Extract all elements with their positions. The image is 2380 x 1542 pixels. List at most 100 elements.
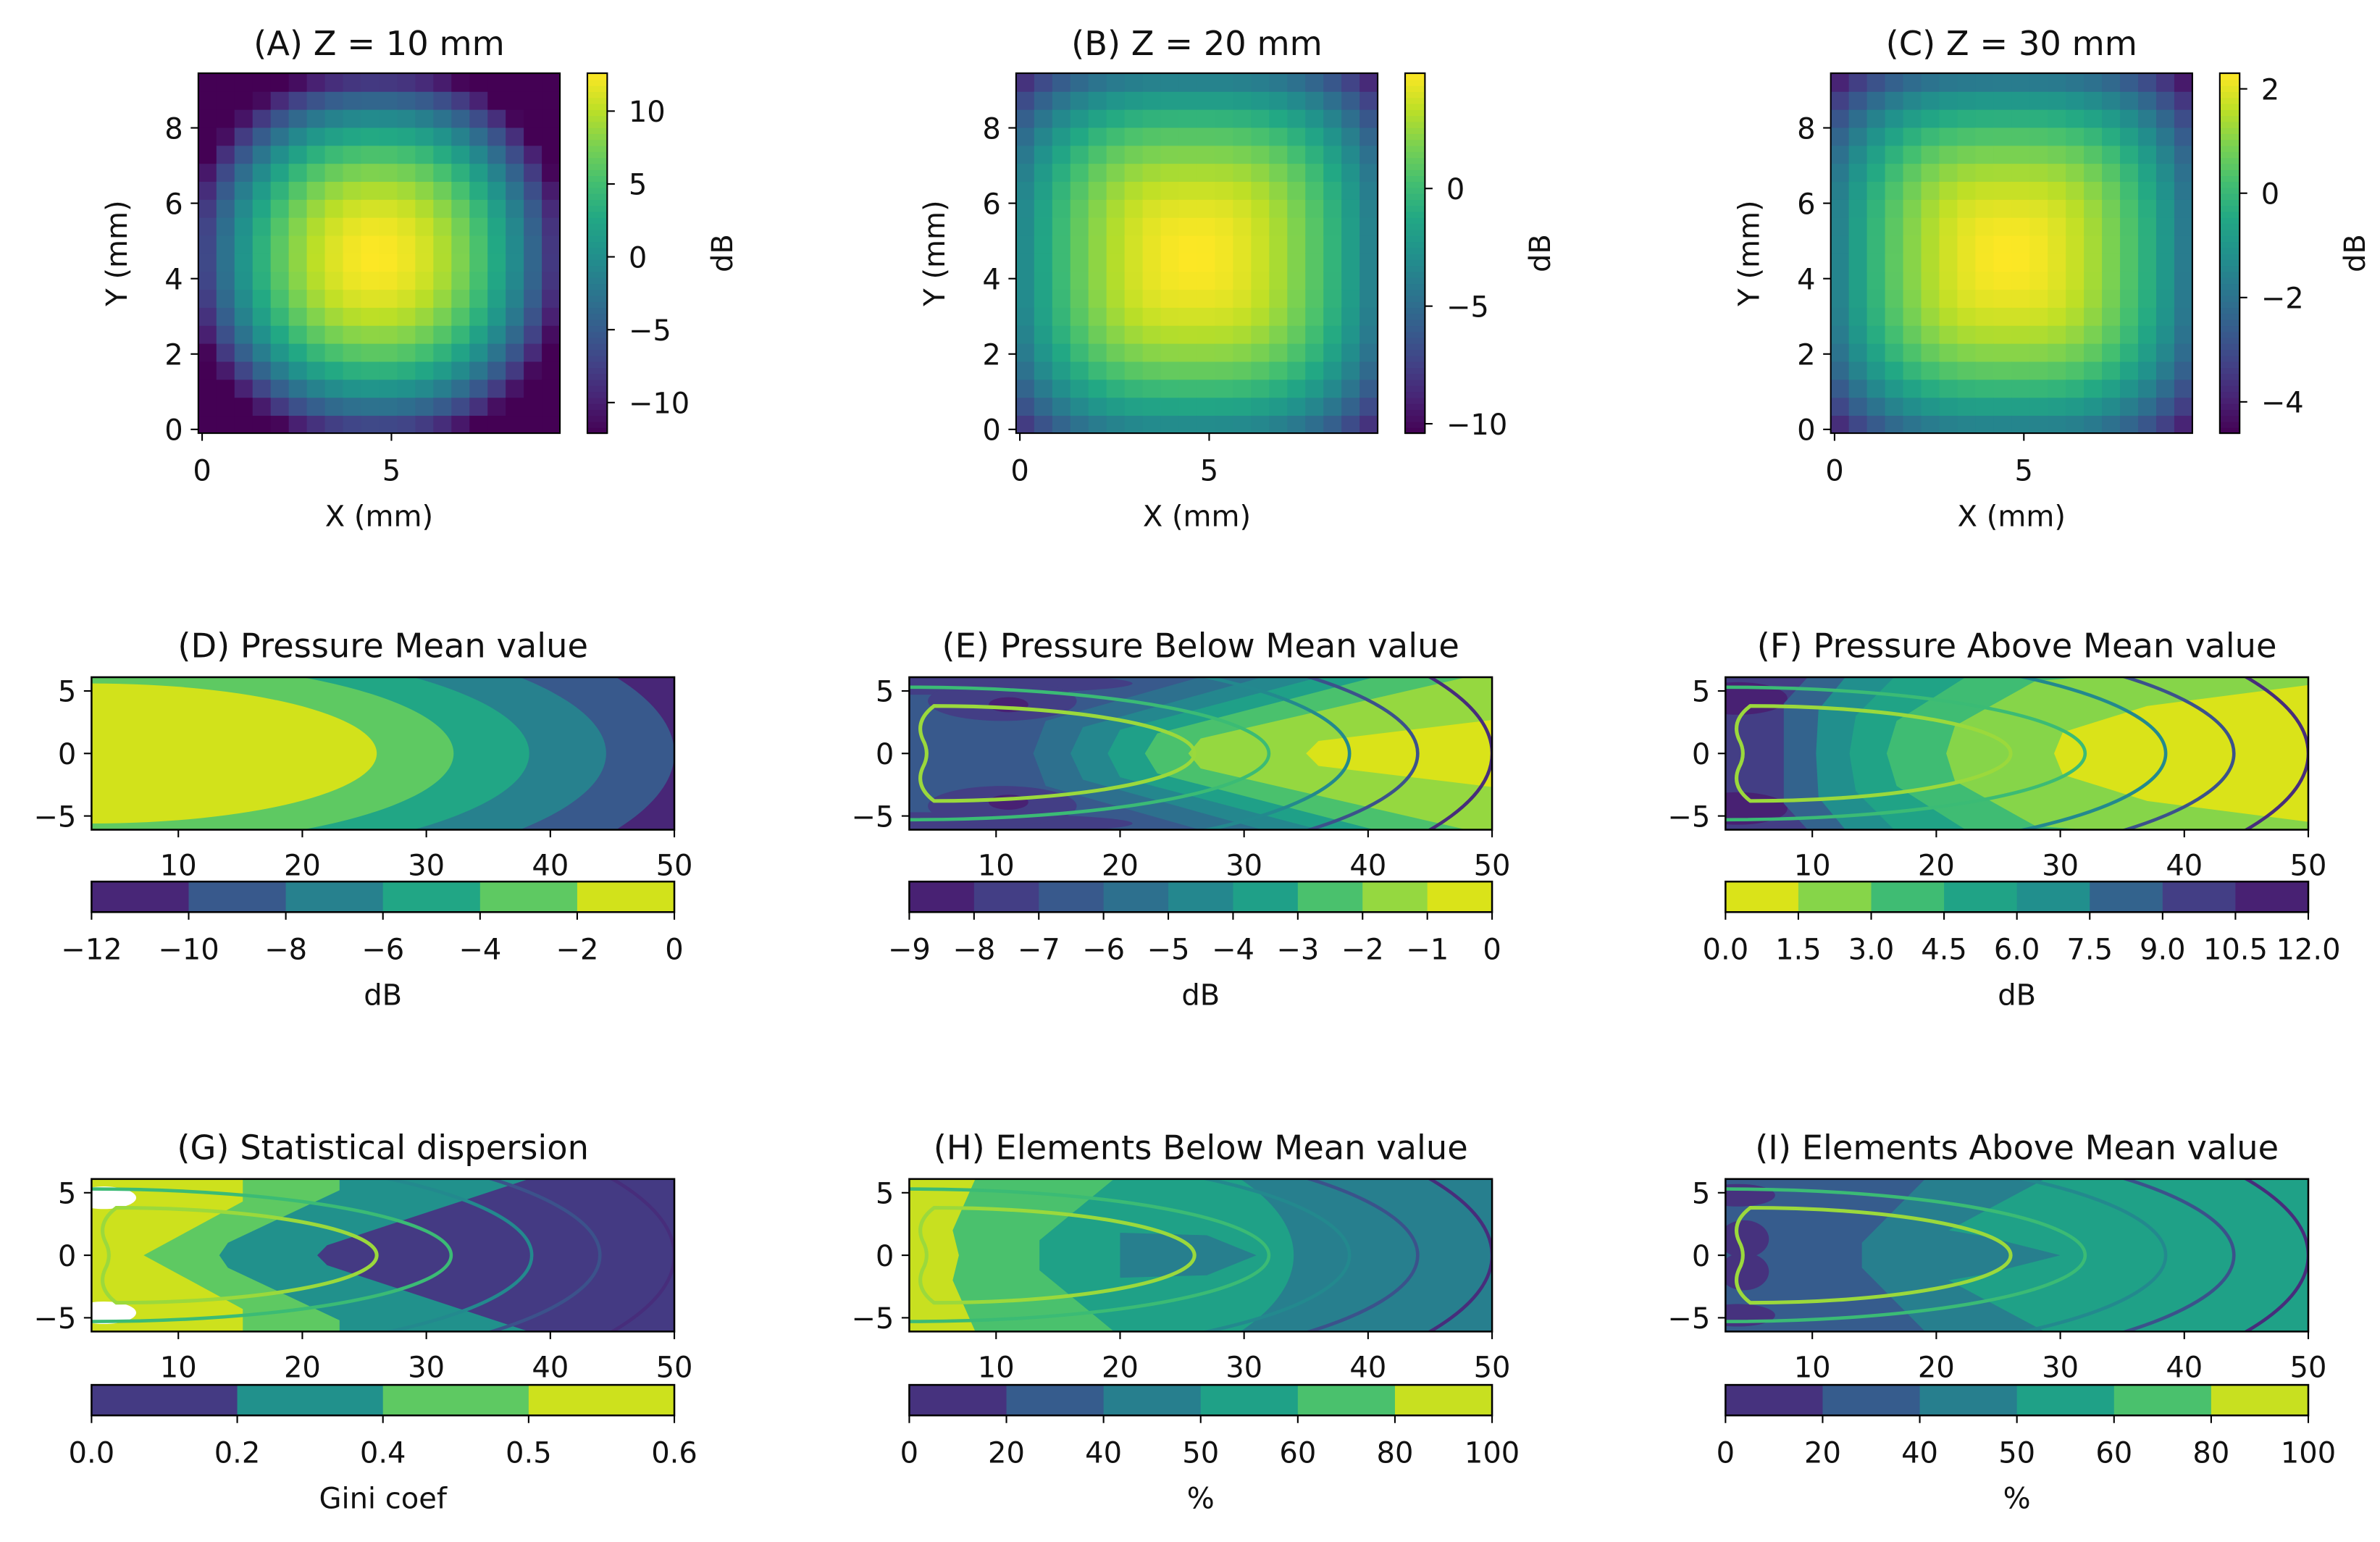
colorbar-segment [587,163,608,170]
heatmap-cell [2029,324,2049,344]
heatmap-cell [361,415,380,434]
colorbar-band [2016,881,2090,913]
colorbar-tick-label: −10 [158,934,219,967]
colorbar-segment [2219,247,2240,254]
heatmap-cell [1903,127,1922,146]
heatmap-cell [1034,73,1053,92]
heatmap-cell [1015,127,1035,146]
heatmap-cell [1070,199,1089,218]
heatmap-cell [1921,109,1940,128]
heatmap-cell [1160,379,1180,398]
colorbar-band [1297,881,1363,913]
heatmap-cell [2066,145,2084,164]
heatmap-cell [1052,109,1071,128]
contour-plot-area [1725,1178,2308,1332]
heatmap-cell [1341,307,1360,326]
heatmap-cell [1106,379,1126,398]
heatmap-cell [1160,181,1180,200]
heatmap-cell [2138,361,2157,380]
y-tick-label: −5 [1667,1302,1710,1336]
contour-band [1306,720,1493,787]
heatmap-cell [2048,217,2067,236]
heatmap-cell [524,163,542,183]
heatmap-cell [487,217,507,236]
y-tick-label: −5 [851,800,894,834]
heatmap-cell [1975,289,1995,308]
colorbar-tick-label: 7.5 [2066,934,2113,967]
heatmap-cell [1088,397,1107,416]
heatmap-cell [1070,415,1089,434]
contour-plot-area [909,676,1493,830]
heatmap-cell [1070,73,1089,92]
heatmap-cell [2084,181,2103,200]
heatmap-cell [1197,109,1216,128]
heatmap-cell [506,235,524,254]
colorbar-segment [587,211,608,218]
heatmap-cell [397,397,416,416]
heatmap-cell [1034,271,1053,290]
heatmap-cell [1830,343,1850,362]
colorbar-segment [1405,366,1425,374]
colorbar-label: Gini coef [319,1483,447,1516]
heatmap-cell [1848,253,1868,272]
heatmap-cell [288,91,308,110]
colorbar-segment [2219,193,2240,201]
heatmap-cell [1251,163,1270,183]
heatmap-cell [270,361,290,380]
colorbar-tick-label: −8 [264,934,307,967]
heatmap-cell [451,397,471,416]
heatmap-cell [270,91,290,110]
heatmap-cell [415,235,435,254]
heatmap-cell [1106,91,1126,110]
heatmap-cell [1251,397,1270,416]
colorbar-band [1233,881,1299,913]
heatmap-cell [1848,235,1868,254]
heatmap-cell [1975,91,1995,110]
heatmap-cell [1341,397,1360,416]
heatmap-cell [1088,235,1107,254]
heatmap-cell [1197,343,1216,362]
heatmap-cell [433,73,453,92]
contour-line [2016,676,2168,830]
heatmap-cell [397,361,416,380]
heatmap-cell [1070,253,1089,272]
heatmap-cell [1124,253,1144,272]
heatmap-cell [288,343,308,362]
colorbar-segment [587,133,608,141]
colorbar-segment [2219,157,2240,164]
heatmap-cell [2155,271,2175,290]
heatmap-cell [1251,91,1270,110]
heatmap-cell [1070,343,1089,362]
colorbar-segment [1405,115,1425,122]
axes-frame [1015,72,1379,435]
y-tick-label: 0 [1797,414,1815,448]
heatmap-cell [1830,91,1850,110]
heatmap-cell [343,145,362,164]
heatmap-cell [1197,217,1216,236]
heatmap-cell [1052,271,1071,290]
colorbar-band [1822,1385,1921,1416]
heatmap-cell [542,109,561,128]
heatmap-cell [506,91,524,110]
heatmap-cell [1287,91,1307,110]
heatmap-cell [324,127,344,146]
heatmap-cell [451,324,471,344]
heatmap-cell [433,324,453,344]
heatmap-cell [397,307,416,326]
colorbar-segment [2219,379,2240,386]
x-tick-label: 0 [193,454,211,487]
colorbar-tick-label: 0.2 [214,1437,261,1470]
heatmap-cell [451,415,471,434]
y-tick-label: 0 [58,1240,76,1273]
heatmap-cell [1921,181,1940,200]
heatmap-cell [361,91,380,110]
heatmap-cell [1903,109,1922,128]
heatmap-cell [1359,397,1378,416]
heatmap-cell [433,415,453,434]
heatmap-cell [379,253,398,272]
heatmap-cell [1287,235,1307,254]
heatmap-cell [451,127,471,146]
heatmap-cell [1034,361,1053,380]
heatmap-cell [506,181,524,200]
